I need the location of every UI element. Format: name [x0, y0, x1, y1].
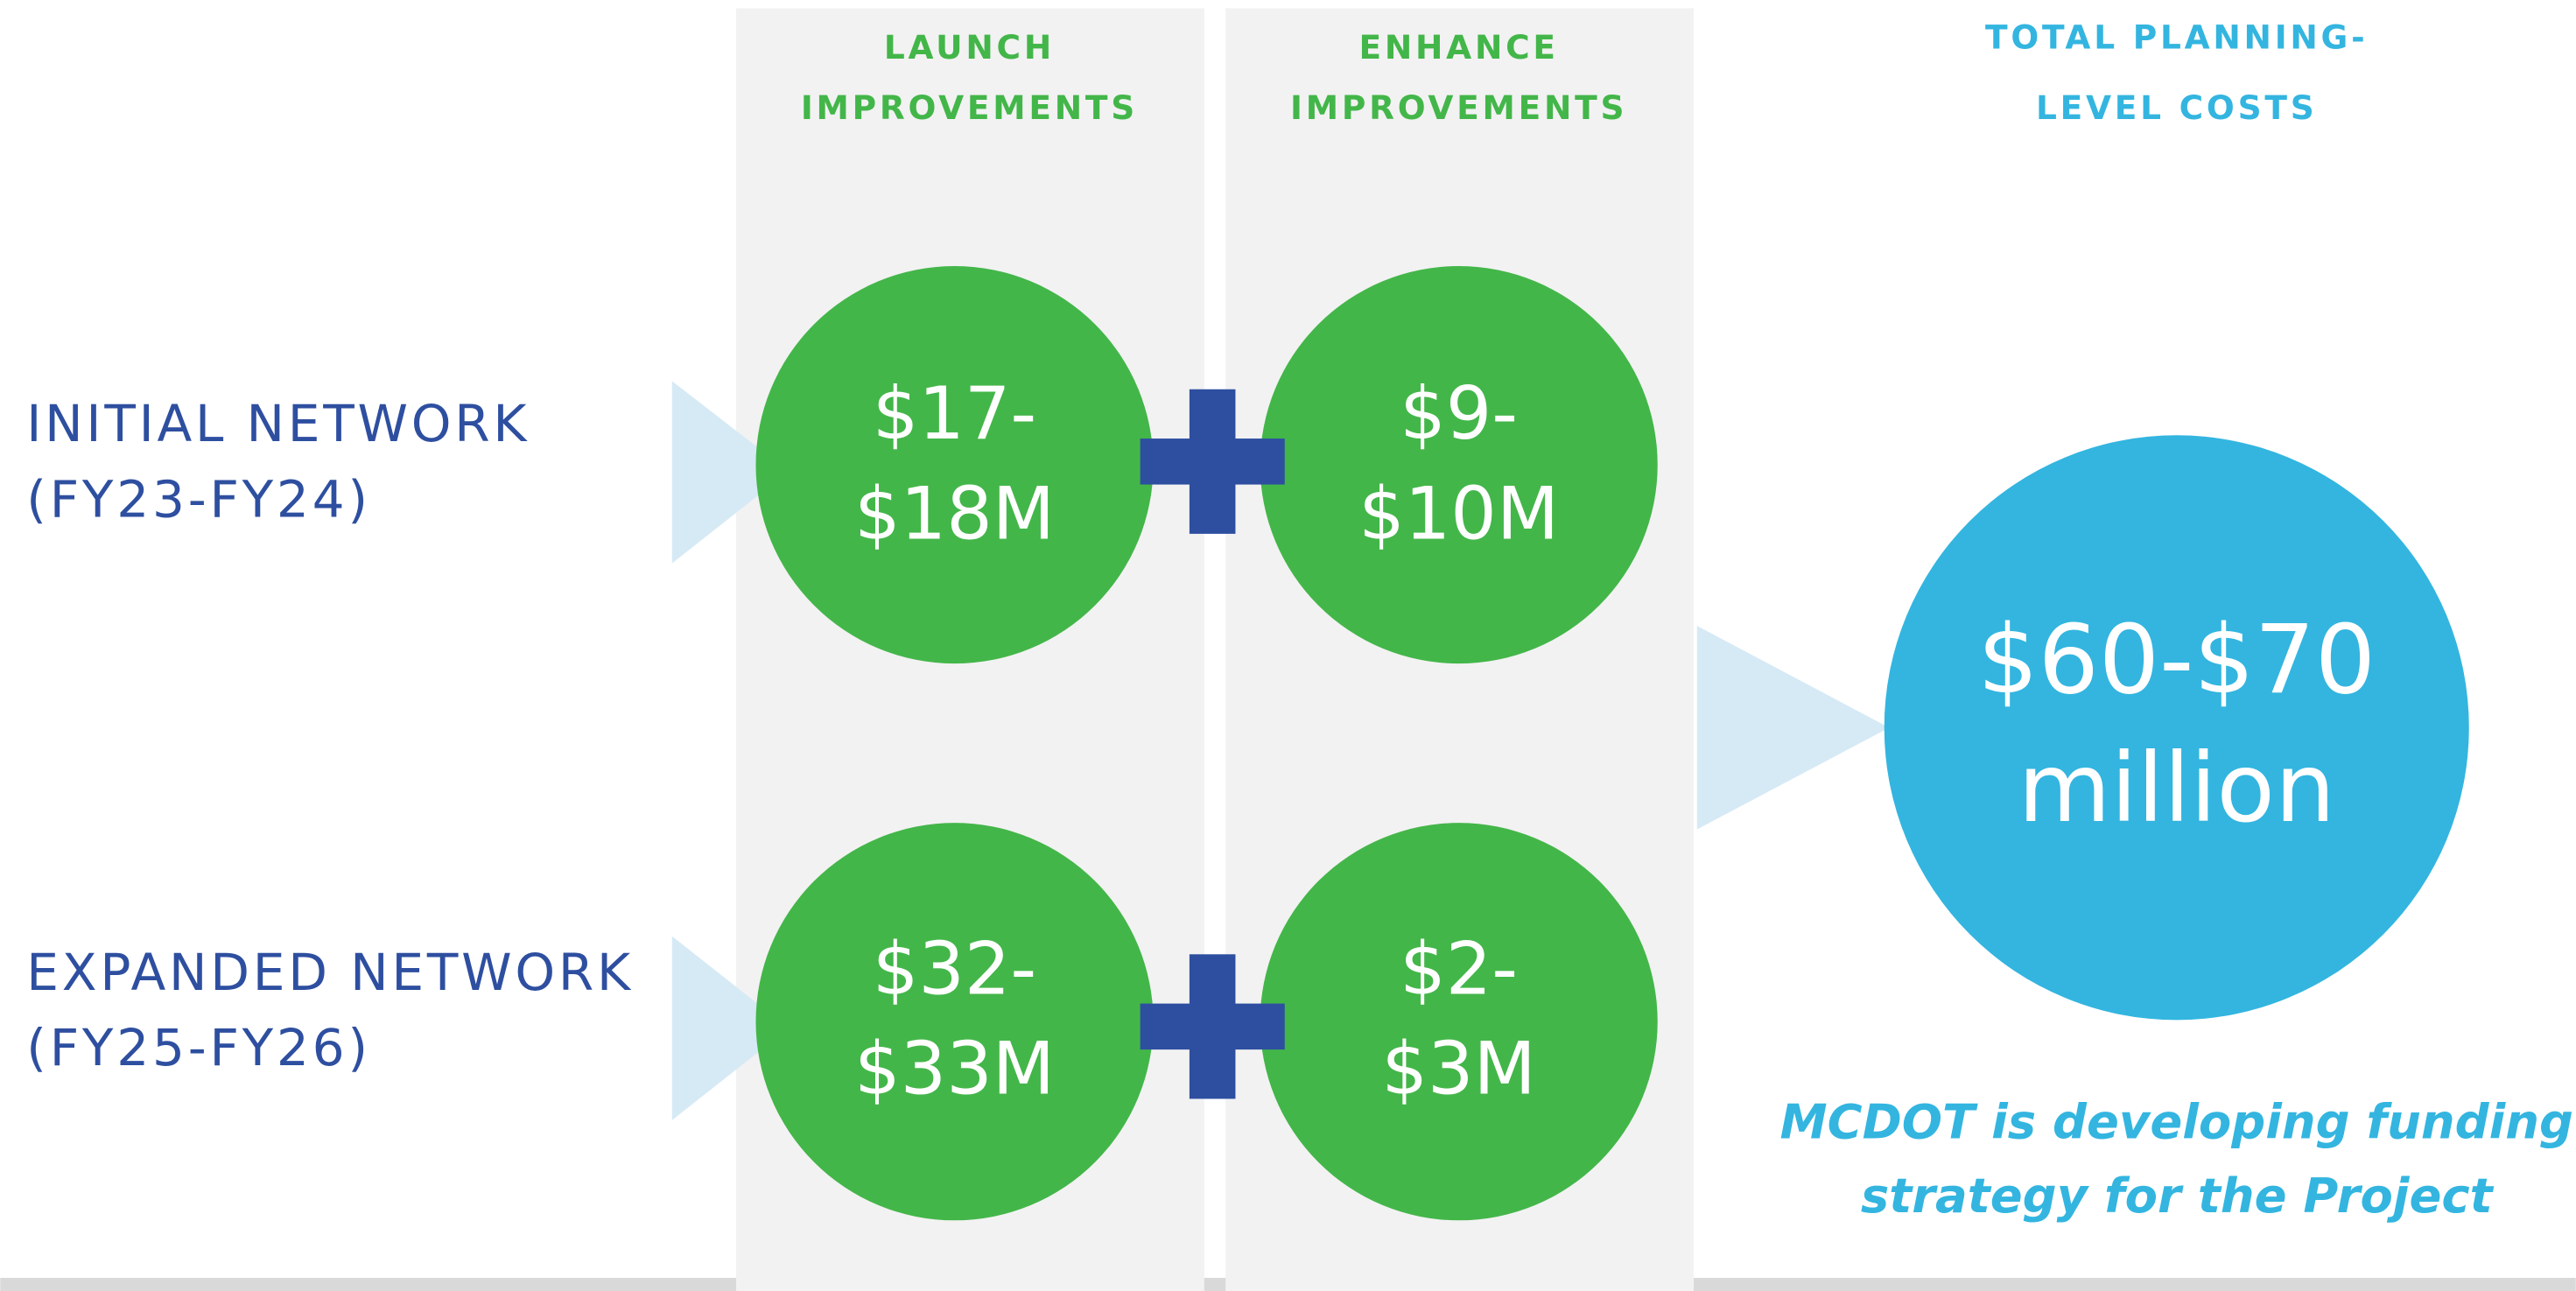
- cost-circle: [755, 266, 1154, 664]
- cost-text: $10M: [1358, 472, 1559, 556]
- cost-text: $3M: [1382, 1028, 1536, 1112]
- row-label: EXPANDED NETWORK: [26, 943, 634, 1002]
- total-circle: [1884, 435, 2469, 1021]
- arrow: [1696, 625, 1890, 830]
- row-label: INITIAL NETWORK: [26, 394, 530, 453]
- arrow: [671, 381, 790, 564]
- cost-text: $17-: [873, 372, 1036, 456]
- plus-sign: [1140, 954, 1285, 1099]
- row-label: (FY25-FY26): [26, 1018, 371, 1077]
- cost-circle: [755, 823, 1154, 1221]
- plus-sign: [1140, 389, 1285, 534]
- note: strategy for the Project: [1861, 1168, 2495, 1224]
- header: ENHANCE: [1359, 28, 1559, 67]
- arrow: [671, 936, 790, 1120]
- total-text: $60-$70: [1977, 605, 2376, 716]
- cost-text: $18M: [854, 472, 1055, 556]
- header: TOTAL PLANNING-: [1985, 18, 2368, 57]
- row-label: (FY23-FY24): [26, 469, 371, 529]
- cost-text: $2-: [1400, 927, 1518, 1011]
- header: LEVEL COSTS: [2036, 88, 2318, 127]
- note: MCDOT is developing funding: [1780, 1094, 2573, 1150]
- header: IMPROVEMENTS: [801, 88, 1138, 127]
- header: LAUNCH: [884, 28, 1055, 67]
- cost-text: $9-: [1400, 372, 1518, 456]
- header: IMPROVEMENTS: [1290, 88, 1627, 127]
- cost-text: $32-: [873, 927, 1036, 1011]
- cost-text: $33M: [854, 1028, 1055, 1112]
- total-text: million: [2018, 733, 2335, 844]
- cost-circle: [1260, 823, 1658, 1221]
- cost-circle: [1260, 266, 1658, 664]
